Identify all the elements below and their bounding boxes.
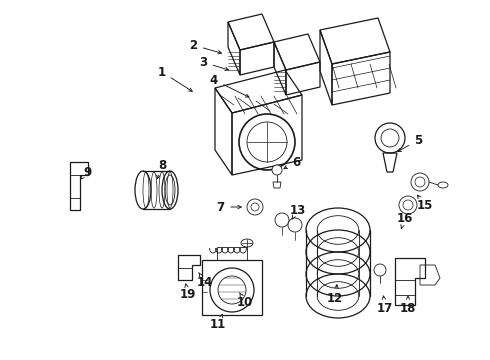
- Ellipse shape: [241, 239, 253, 247]
- Text: 19: 19: [180, 288, 196, 302]
- Text: 9: 9: [83, 166, 91, 179]
- Text: 18: 18: [400, 302, 416, 315]
- Circle shape: [374, 264, 386, 276]
- Text: 10: 10: [237, 296, 253, 309]
- Circle shape: [272, 165, 282, 175]
- Text: 6: 6: [292, 156, 300, 168]
- Text: 16: 16: [397, 212, 413, 225]
- Text: 14: 14: [197, 275, 213, 288]
- Circle shape: [247, 199, 263, 215]
- Circle shape: [288, 218, 302, 232]
- Text: 17: 17: [377, 302, 393, 315]
- Text: 3: 3: [199, 55, 207, 68]
- Circle shape: [275, 213, 289, 227]
- Text: 13: 13: [290, 203, 306, 216]
- Text: 15: 15: [417, 198, 433, 212]
- Text: 8: 8: [158, 158, 166, 171]
- Circle shape: [411, 173, 429, 191]
- Text: 2: 2: [189, 39, 197, 51]
- Circle shape: [399, 196, 417, 214]
- Text: 5: 5: [414, 134, 422, 147]
- Text: 1: 1: [158, 66, 166, 78]
- Circle shape: [375, 123, 405, 153]
- Text: 7: 7: [216, 201, 224, 213]
- Text: 12: 12: [327, 292, 343, 305]
- Text: 11: 11: [210, 319, 226, 332]
- Text: 4: 4: [210, 73, 218, 86]
